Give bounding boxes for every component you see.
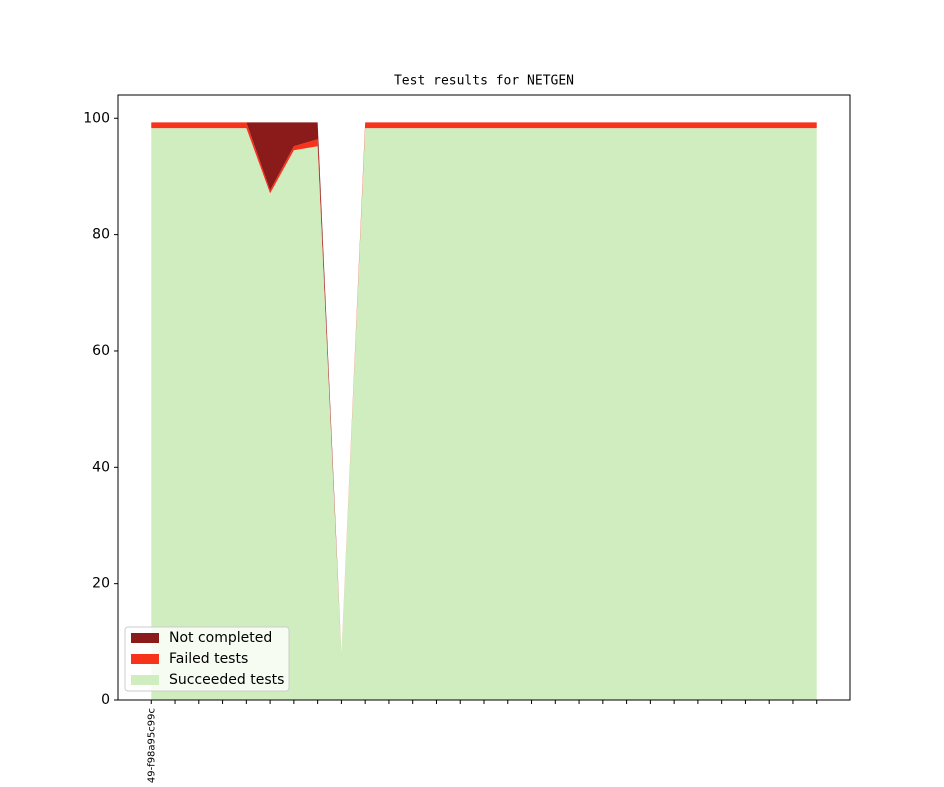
y-tick-label: 20 [92,576,110,592]
y-tick-label: 60 [92,343,110,359]
legend-swatch [131,675,159,685]
y-tick-label: 100 [83,110,110,126]
chart-title: Test results for NETGEN [394,74,574,89]
y-tick-label: 40 [92,459,110,475]
legend-swatch [131,654,159,664]
y-tick-label: 80 [92,227,110,243]
area [151,128,817,700]
legend-swatch [131,633,159,643]
legend: Not completed Failed tests Succeeded tests [124,626,290,692]
legend-frame [124,626,290,692]
legend-label: Failed tests [169,651,248,667]
x-tick-label: 49-f98a95c99c [146,708,157,783]
legend-label: Not completed [169,630,272,646]
y-tick-label: 0 [101,692,110,708]
legend-label: Succeeded tests [169,672,284,688]
